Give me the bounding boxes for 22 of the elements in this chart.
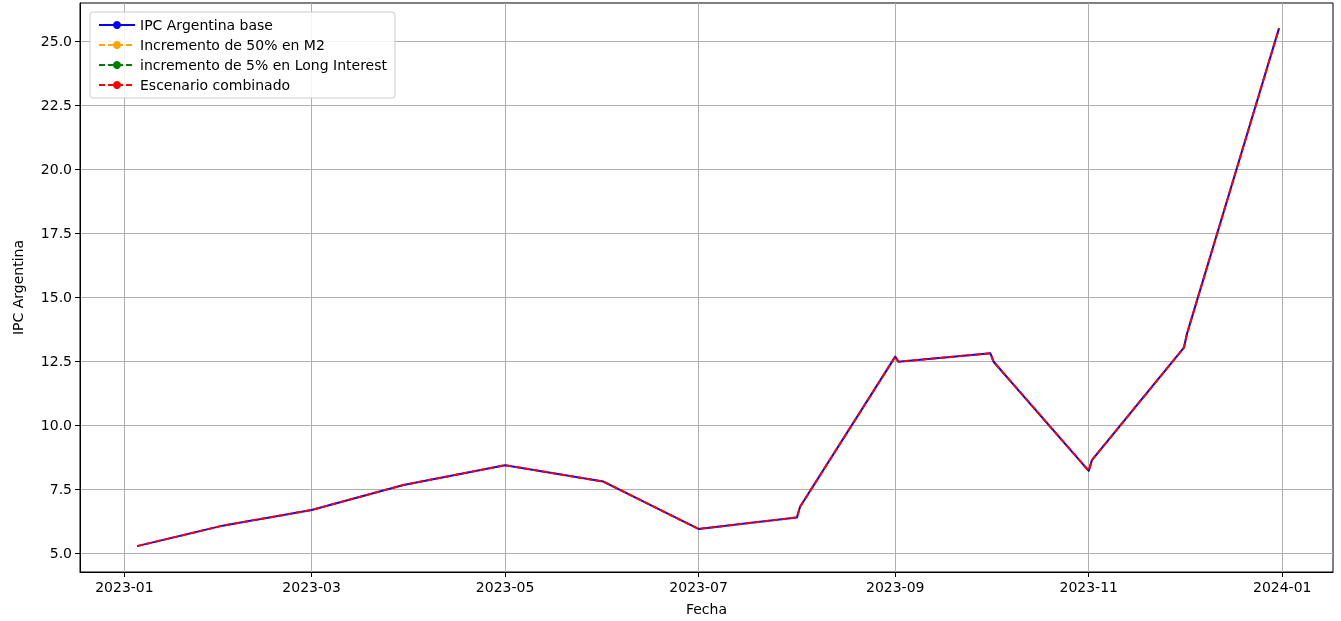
x-tick-label: 2023-11 bbox=[1059, 579, 1118, 595]
y-axis-title: IPC Argentina bbox=[10, 239, 26, 336]
x-tick-label: 2023-03 bbox=[282, 579, 341, 595]
y-tick-label: 20.0 bbox=[40, 160, 72, 177]
x-tick-label: 2023-07 bbox=[669, 579, 728, 595]
legend-label: incremento de 5% en Long Interest bbox=[140, 57, 388, 73]
y-tick-label: 17.5 bbox=[40, 224, 72, 241]
y-tick-label: 25.0 bbox=[40, 32, 72, 49]
y-tick-label: 22.5 bbox=[40, 96, 72, 113]
y-tick-label: 10.0 bbox=[40, 417, 72, 434]
x-axis-title: Fecha bbox=[685, 601, 728, 617]
legend-label: Incremento de 50% en M2 bbox=[140, 37, 325, 53]
x-tick-label: 2023-09 bbox=[865, 579, 925, 595]
x-tick-label: 2023-01 bbox=[95, 579, 154, 595]
y-tick-label: 5.0 bbox=[49, 545, 72, 562]
y-tick-label: 7.5 bbox=[49, 481, 72, 498]
x-tick-label: 2024-01 bbox=[1253, 579, 1312, 595]
legend-label: IPC Argentina base bbox=[140, 17, 273, 33]
x-tick-label: 2023-05 bbox=[475, 579, 535, 595]
y-tick-label: 12.5 bbox=[40, 352, 72, 369]
legend-label: Escenario combinado bbox=[140, 77, 291, 93]
y-tick-label: 15.0 bbox=[40, 288, 72, 305]
